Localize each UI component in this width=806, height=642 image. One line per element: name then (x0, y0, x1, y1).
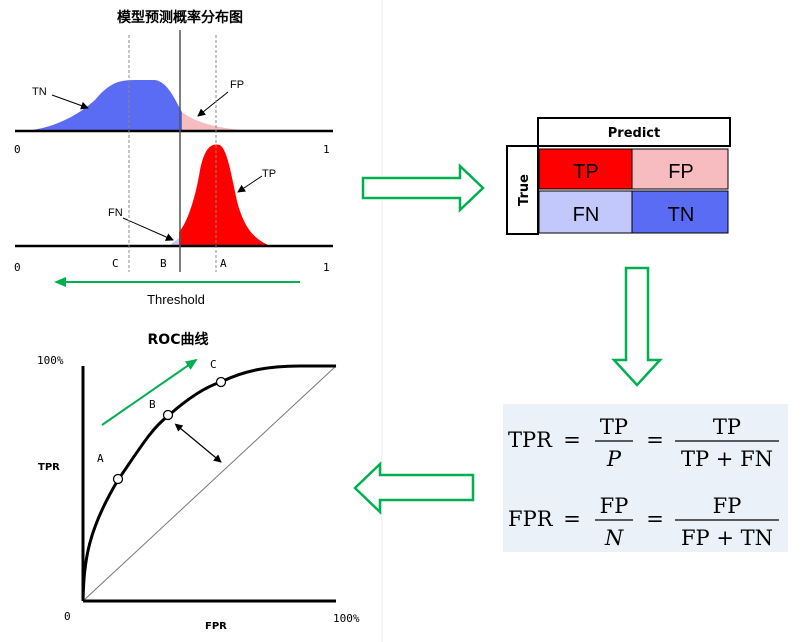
tn-label: TN (32, 86, 47, 98)
fp-arrow (197, 91, 229, 117)
roc-distance-arrow (174, 423, 222, 463)
cell-tn-label: TN (668, 204, 695, 226)
fpr-eq2: = (646, 507, 664, 531)
cell-fp-label: FP (668, 161, 694, 183)
threshold-a-label: A (220, 257, 227, 270)
cell-fp (631, 148, 729, 190)
roc-y-max: 100% (37, 354, 64, 367)
tpr-formula: TPR = TP P = TP TP + FN (508, 415, 779, 471)
predict-header-label: Predict (608, 126, 660, 141)
roc-point-c-label: C (210, 358, 217, 371)
tp-label: TP (262, 168, 276, 180)
formula-panel (503, 404, 788, 552)
top-axis-end: 1 (323, 143, 330, 156)
true-header-label: True (517, 174, 532, 206)
tpr-eq2: = (646, 428, 664, 452)
tpr-num1: TP (600, 415, 628, 439)
roc-direction-arrow (101, 358, 198, 426)
roc-point-c (215, 376, 227, 388)
cell-tp-label: TP (573, 161, 599, 183)
fn-arrow (122, 217, 174, 241)
tpr-num2: TP (713, 415, 741, 439)
threshold-b-label: B (160, 257, 167, 270)
cell-tp (538, 148, 633, 190)
fpr-num1: FP (600, 494, 629, 518)
threshold-label: Threshold (147, 292, 205, 307)
predict-header (537, 117, 731, 147)
tn-arrow (51, 94, 89, 110)
fpr-den1: N (604, 526, 624, 550)
roc-x-max: 100% (333, 612, 360, 625)
fpr-formula: FPR = FP N = FP FP + TN (508, 494, 779, 550)
roc-point-a (112, 473, 124, 485)
tpr-eq1: = (563, 428, 581, 452)
roc-point-b (162, 409, 174, 421)
tn-distribution (24, 80, 182, 131)
cell-fn-label: FN (573, 204, 600, 226)
roc-point-b-label: B (149, 398, 156, 411)
fpr-eq1: = (563, 507, 581, 531)
fpr-den2: FP + TN (681, 526, 773, 550)
fp-label: FP (230, 79, 244, 91)
roc-origin: 0 (64, 610, 71, 623)
roc-point-a-label: A (97, 452, 104, 465)
arrow-down-icon (611, 266, 663, 387)
fp-region (182, 112, 250, 131)
distribution-title: 模型预测概率分布图 (117, 9, 243, 26)
fn-label: FN (108, 207, 123, 219)
threshold-c-label: C (112, 257, 119, 270)
tpr-den2: TP + FN (681, 447, 773, 471)
tp-arrow (237, 175, 263, 193)
fpr-lhs: FPR (508, 507, 554, 531)
tpr-lhs: TPR (508, 428, 553, 452)
tpr-den1: P (606, 447, 622, 471)
fpr-num2: FP (713, 494, 742, 518)
roc-ylabel: TPR (38, 462, 60, 473)
arrow-left-icon (353, 461, 475, 515)
roc-xlabel: FPR (205, 621, 227, 632)
fn-region (170, 238, 179, 245)
tp-distribution (179, 144, 268, 245)
roc-diagonal (82, 365, 337, 602)
roc-title: ROC曲线 (148, 331, 209, 348)
cell-fn (538, 190, 633, 234)
top-axis-start: 0 (14, 143, 21, 156)
bottom-axis-start: 0 (14, 261, 21, 274)
true-header (506, 145, 539, 235)
arrow-right-icon (361, 163, 485, 213)
cell-tn (631, 190, 729, 234)
bottom-axis-end: 1 (323, 261, 330, 274)
